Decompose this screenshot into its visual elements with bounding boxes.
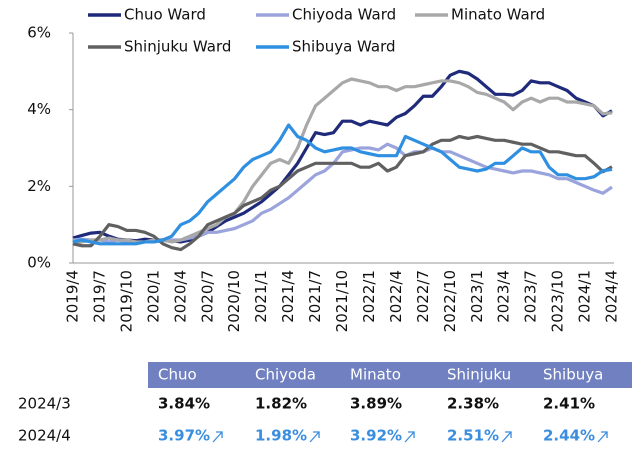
table-header: Chiyoda bbox=[255, 366, 316, 384]
table-header: Chuo bbox=[158, 366, 197, 384]
table-cell: 3.89% bbox=[350, 395, 402, 413]
x-tick-label: 2023/1 bbox=[468, 270, 486, 323]
table-header: Minato bbox=[350, 366, 401, 384]
x-tick-label: 2020/1 bbox=[144, 270, 162, 323]
x-tick-label: 2022/10 bbox=[441, 270, 459, 332]
up-arrow bbox=[501, 431, 512, 443]
up-arrow bbox=[309, 431, 320, 443]
x-tick-label: 2022/7 bbox=[414, 270, 432, 323]
x-tick-label: 2022/4 bbox=[387, 270, 405, 323]
x-tick-label: 2021/4 bbox=[279, 270, 297, 323]
x-tick-label: 2020/4 bbox=[171, 270, 189, 323]
up-arrow bbox=[597, 431, 608, 443]
x-tick-label: 2020/7 bbox=[198, 270, 216, 323]
table-cell: 2.38% bbox=[447, 395, 499, 413]
x-tick-label: 2021/10 bbox=[333, 270, 351, 332]
x-tick-label: 2019/7 bbox=[90, 270, 108, 323]
up-arrow bbox=[212, 431, 223, 443]
y-tick-label: 4% bbox=[27, 100, 51, 118]
x-tick-label: 2019/4 bbox=[64, 270, 82, 323]
legend-label: Minato Ward bbox=[451, 6, 545, 24]
table-cell: 3.97% bbox=[158, 427, 210, 445]
table-header-bg bbox=[148, 362, 632, 388]
y-tick-label: 6% bbox=[27, 24, 51, 42]
table-cell: 2.44% bbox=[543, 427, 595, 445]
x-tick-label: 2023/4 bbox=[495, 270, 513, 323]
x-tick-label: 2024/1 bbox=[576, 270, 594, 323]
y-tick-label: 2% bbox=[27, 177, 51, 195]
legend-label: Shibuya Ward bbox=[292, 38, 396, 56]
x-tick-label: 2022/1 bbox=[360, 270, 378, 323]
x-tick-label: 2023/10 bbox=[549, 270, 567, 332]
table-cell: 2.51% bbox=[447, 427, 499, 445]
x-tick-label: 2020/10 bbox=[225, 270, 243, 332]
legend-label: Chiyoda Ward bbox=[292, 6, 396, 24]
legend-label: Chuo Ward bbox=[124, 6, 206, 24]
row-label: 2024/4 bbox=[18, 427, 71, 445]
series-line bbox=[72, 77, 613, 246]
table-cell: 2.41% bbox=[543, 395, 595, 413]
table-cell: 3.92% bbox=[350, 427, 402, 445]
table-header: Shibuya bbox=[543, 366, 603, 384]
x-tick-label: 2021/7 bbox=[306, 270, 324, 323]
table-cell: 1.82% bbox=[255, 395, 307, 413]
up-arrow bbox=[404, 431, 415, 443]
legend-label: Shinjuku Ward bbox=[124, 38, 231, 56]
x-tick-label: 2021/1 bbox=[252, 270, 270, 323]
x-tick-label: 2023/7 bbox=[522, 270, 540, 323]
x-tick-label: 2019/10 bbox=[117, 270, 135, 332]
table-header: Shinjuku bbox=[447, 366, 511, 384]
row-label: 2024/3 bbox=[18, 395, 71, 413]
table-cell: 3.84% bbox=[158, 395, 210, 413]
series-line bbox=[72, 123, 613, 246]
y-tick-label: 0% bbox=[27, 254, 51, 272]
series-line bbox=[72, 134, 613, 252]
x-tick-label: 2024/4 bbox=[603, 270, 621, 323]
table-cell: 1.98% bbox=[255, 427, 307, 445]
series-line bbox=[72, 142, 613, 245]
